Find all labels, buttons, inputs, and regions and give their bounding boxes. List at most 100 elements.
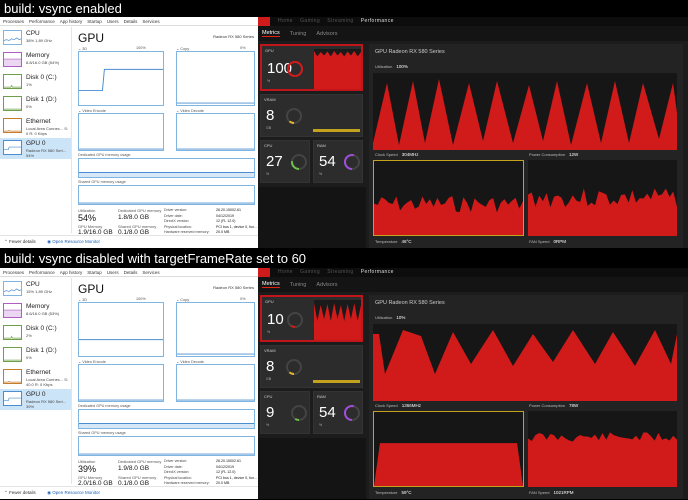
3d-usage-line bbox=[79, 68, 163, 92]
tab-tuning[interactable]: Tuning bbox=[289, 30, 307, 37]
tab-services[interactable]: Services bbox=[142, 270, 160, 275]
tile-unit: GB bbox=[266, 377, 272, 381]
tab-app-history[interactable]: App history bbox=[59, 270, 83, 275]
label-utilization: Utilization bbox=[78, 208, 96, 213]
sidebar-item-gpu-0[interactable]: GPU 0 Radeon RX 580 Seri... 39% bbox=[0, 389, 71, 410]
tab-advisors[interactable]: Advisors bbox=[316, 30, 338, 37]
sidebar-item-sublabel: 15% 1,89 GHz bbox=[26, 289, 53, 294]
driver-info-values: 26.20.15002.61 04/12/2019 12 (FL 12.0) P… bbox=[216, 459, 258, 486]
tab-users[interactable]: Users bbox=[106, 19, 119, 24]
tab-processes[interactable]: Processes bbox=[3, 270, 25, 275]
caption-vsync-enabled: build: vsync enabled bbox=[0, 0, 688, 17]
tab-app-history[interactable]: App history bbox=[59, 19, 83, 24]
cpu-metric-tile[interactable]: CPU 9 % bbox=[260, 391, 310, 434]
ethernet-thumbnail-graph bbox=[3, 118, 22, 133]
sidebar-item-sublabel: Local Area Connec... S: 40.0 R: 0 Kbps bbox=[26, 377, 69, 387]
task-manager-tabs: Processes Performance App history Startu… bbox=[0, 268, 258, 277]
vram-metric-tile[interactable]: VRAM 8 GB bbox=[260, 345, 363, 388]
comparison-panel-1: Processes Performance App history Startu… bbox=[0, 17, 688, 248]
gpu-metric-tile[interactable]: GPU 100 % bbox=[260, 44, 363, 91]
tab-advisors[interactable]: Advisors bbox=[316, 281, 338, 288]
sidebar-item-label: Ethernet bbox=[26, 369, 51, 376]
label-utilization: Utilization bbox=[78, 459, 96, 464]
tab-users[interactable]: Users bbox=[106, 270, 119, 275]
sidebar-item-label: Ethernet bbox=[26, 118, 51, 125]
utilization-area bbox=[373, 79, 677, 150]
tile-label: RAM bbox=[317, 143, 326, 148]
graph-label-video-encode: ⌄ Video Encode bbox=[78, 109, 106, 113]
sidebar-item-gpu-0[interactable]: GPU 0 Radeon RX 580 Seri... 54% bbox=[0, 138, 71, 159]
nav-performance[interactable]: Performance bbox=[360, 269, 394, 275]
sidebar-item-disk-0[interactable]: Disk 0 (C:) 2% bbox=[0, 323, 71, 344]
gpu-gauge-icon bbox=[287, 312, 303, 328]
nav-performance[interactable]: Performance bbox=[360, 18, 394, 24]
graph-copy bbox=[176, 302, 255, 357]
nav-streaming[interactable]: Streaming bbox=[327, 269, 354, 275]
vram-metric-tile[interactable]: VRAM 8 GB bbox=[260, 94, 363, 137]
nav-streaming[interactable]: Streaming bbox=[327, 18, 354, 24]
driver-info-labels: Driver version: Driver date: DirectX ver… bbox=[164, 208, 210, 235]
sidebar-item-label: Memory bbox=[26, 52, 50, 59]
sidebar-item-disk-1[interactable]: Disk 1 (D:) 0% bbox=[0, 94, 71, 115]
graph-dedicated-memory bbox=[78, 158, 255, 178]
tab-metrics[interactable]: Metrics bbox=[262, 30, 280, 37]
performance-sidebar: CPU 15% 1,89 GHz Memory 8.6/16.0 GB (53%… bbox=[0, 278, 72, 484]
sidebar-item-sublabel: 8.8/16.0 GB (54%) bbox=[26, 60, 60, 65]
value-utilization: 54% bbox=[78, 213, 97, 223]
sidebar-item-sublabel: 38% 1,89 GHz bbox=[26, 38, 53, 43]
open-resource-monitor-link[interactable]: ◉ Open Resource Monitor bbox=[47, 239, 101, 244]
sidebar-item-sublabel: Local Area Connec... S: 0 R: 0 Kbps bbox=[26, 126, 69, 136]
performance-sidebar: CPU 38% 1,89 GHz Memory 8.8/16.0 GB (54%… bbox=[0, 27, 72, 233]
gpu-utilization-value: 10 bbox=[267, 311, 284, 328]
gpu-thumbnail-graph bbox=[3, 140, 22, 155]
ram-gauge-icon bbox=[344, 405, 360, 421]
fewer-details-link[interactable]: ⌃ Fewer details bbox=[4, 239, 36, 244]
clock-speed-chart[interactable] bbox=[373, 411, 524, 487]
tile-unit: % bbox=[267, 79, 271, 83]
value-dedicated-memory: 1.9/8.0 GB bbox=[118, 465, 150, 472]
tab-details[interactable]: Details bbox=[123, 19, 138, 24]
graph-label-shared: Shared GPU memory usage bbox=[78, 431, 126, 435]
ram-metric-tile[interactable]: RAM 54 % bbox=[313, 140, 363, 183]
cpu-gauge-icon bbox=[291, 405, 307, 421]
temperature-label: Temperature 46°C bbox=[375, 239, 412, 244]
open-resource-monitor-link[interactable]: ◉ Open Resource Monitor bbox=[47, 490, 101, 495]
tab-services[interactable]: Services bbox=[142, 19, 160, 24]
sidebar-item-ethernet[interactable]: Ethernet Local Area Connec... S: 0 R: 0 … bbox=[0, 116, 71, 137]
nav-gaming[interactable]: Gaming bbox=[300, 18, 321, 24]
tab-processes[interactable]: Processes bbox=[3, 19, 25, 24]
tab-details[interactable]: Details bbox=[123, 270, 138, 275]
power-consumption-chart[interactable] bbox=[528, 411, 677, 487]
tile-label: VRAM bbox=[264, 97, 276, 102]
tab-performance[interactable]: Performance bbox=[29, 19, 55, 24]
nav-home[interactable]: Home bbox=[278, 269, 293, 275]
tab-startup[interactable]: Startup bbox=[87, 19, 102, 24]
sidebar-item-disk-0[interactable]: Disk 0 (C:) 1% bbox=[0, 72, 71, 93]
tab-metrics[interactable]: Metrics bbox=[262, 281, 280, 288]
clock-speed-chart[interactable] bbox=[373, 160, 524, 236]
nav-home[interactable]: Home bbox=[278, 18, 293, 24]
cpu-gauge-icon bbox=[291, 154, 307, 170]
sidebar-item-memory[interactable]: Memory 8.6/16.0 GB (53%) bbox=[0, 301, 71, 322]
sidebar-item-memory[interactable]: Memory 8.8/16.0 GB (54%) bbox=[0, 50, 71, 71]
power-consumption-chart[interactable] bbox=[528, 160, 677, 236]
sidebar-item-ethernet[interactable]: Ethernet Local Area Connec... S: 40.0 R:… bbox=[0, 367, 71, 388]
sidebar-item-disk-1[interactable]: Disk 1 (D:) 0% bbox=[0, 345, 71, 366]
tile-unit: % bbox=[319, 423, 323, 427]
tab-performance[interactable]: Performance bbox=[29, 270, 55, 275]
tab-startup[interactable]: Startup bbox=[87, 270, 102, 275]
graph-video-decode bbox=[176, 113, 255, 151]
utilization-chart bbox=[373, 73, 677, 150]
nav-gaming[interactable]: Gaming bbox=[300, 269, 321, 275]
sidebar-item-cpu[interactable]: CPU 38% 1,89 GHz bbox=[0, 28, 71, 49]
gpu-metric-tile[interactable]: GPU 10 % bbox=[260, 295, 363, 342]
sidebar-item-cpu[interactable]: CPU 15% 1,89 GHz bbox=[0, 279, 71, 300]
tab-tuning[interactable]: Tuning bbox=[289, 281, 307, 288]
graph-label-copy: ⌄ Copy bbox=[176, 47, 190, 51]
sidebar-item-sublabel: 0% bbox=[26, 355, 32, 360]
ram-metric-tile[interactable]: RAM 54 % bbox=[313, 391, 363, 434]
fewer-details-link[interactable]: ⌃ Fewer details bbox=[4, 490, 36, 495]
gpu-detail-area: GPU Radeon RX 580 Series Utilization 10% … bbox=[369, 295, 683, 499]
gpu-detail-pane: GPU Radeon RX 580 Series ⌄ 3D 100% ⌄ Cop… bbox=[74, 27, 258, 236]
cpu-metric-tile[interactable]: CPU 27 % bbox=[260, 140, 310, 183]
